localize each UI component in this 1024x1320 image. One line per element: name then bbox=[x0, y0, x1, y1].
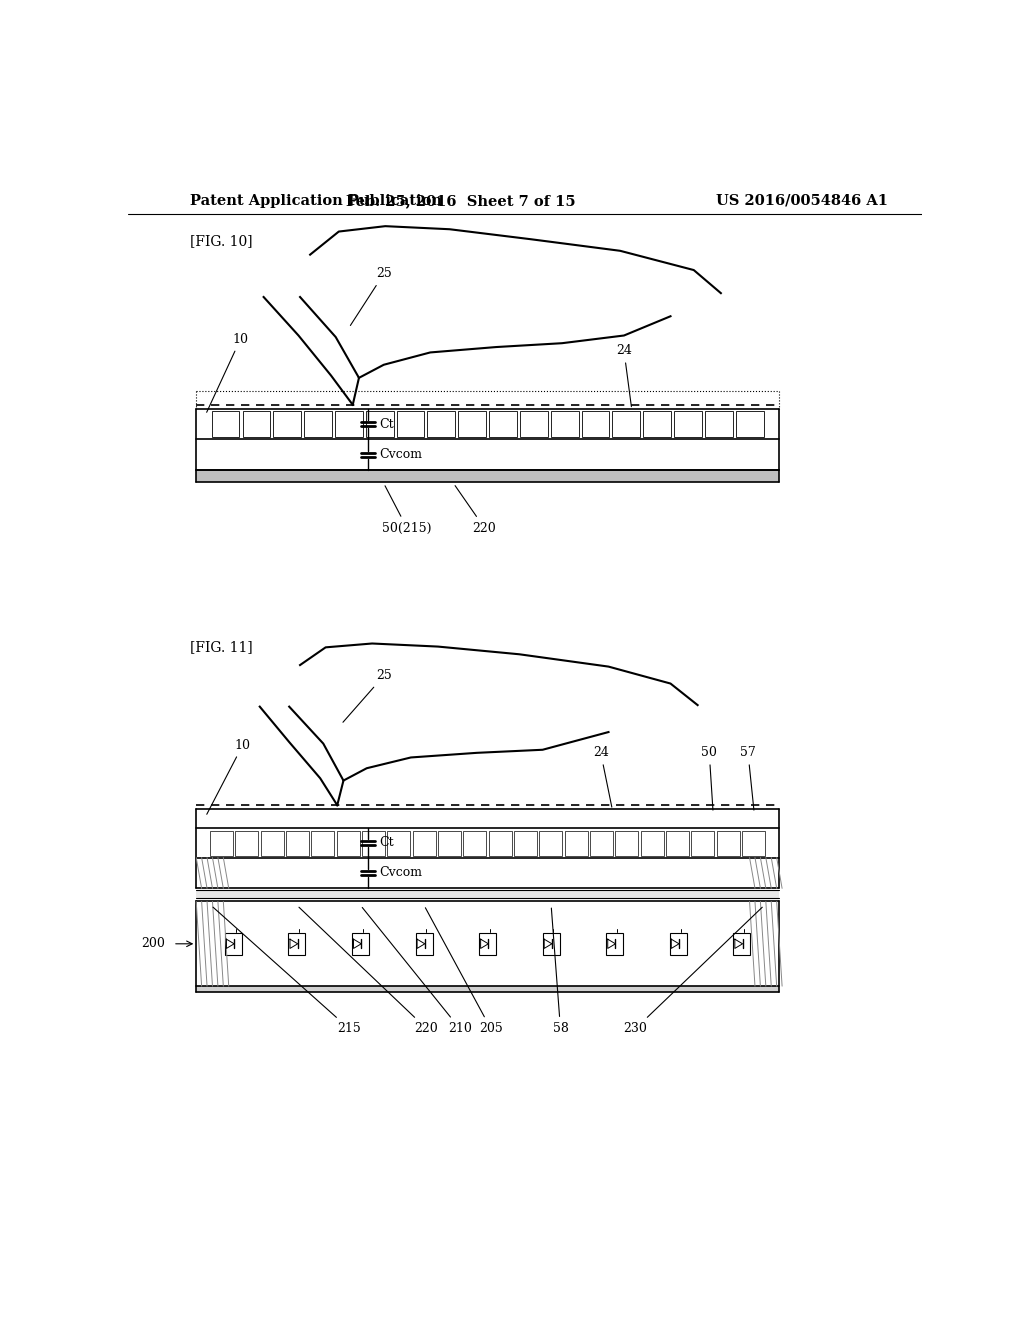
Bar bbox=[489, 411, 517, 437]
Bar bbox=[416, 933, 432, 954]
Bar bbox=[286, 830, 309, 855]
Bar bbox=[459, 411, 486, 437]
Bar bbox=[590, 830, 613, 855]
Bar bbox=[666, 830, 689, 855]
Bar bbox=[438, 830, 461, 855]
Bar bbox=[236, 830, 258, 855]
Bar bbox=[641, 830, 664, 855]
Bar bbox=[479, 933, 496, 954]
Text: 24: 24 bbox=[593, 746, 611, 807]
Text: 220: 220 bbox=[455, 486, 497, 535]
Bar bbox=[615, 830, 638, 855]
Text: 10: 10 bbox=[207, 739, 251, 814]
Text: 50(215): 50(215) bbox=[382, 486, 432, 535]
Bar bbox=[612, 411, 640, 437]
Bar bbox=[212, 411, 240, 437]
Bar bbox=[705, 411, 733, 437]
Text: US 2016/0054846 A1: US 2016/0054846 A1 bbox=[716, 194, 888, 207]
Bar bbox=[352, 933, 369, 954]
Bar bbox=[582, 411, 609, 437]
Bar bbox=[197, 986, 779, 991]
Text: 25: 25 bbox=[350, 268, 391, 326]
Bar bbox=[304, 411, 332, 437]
Bar bbox=[366, 411, 393, 437]
Bar bbox=[520, 411, 548, 437]
Bar bbox=[289, 933, 305, 954]
Bar bbox=[670, 933, 687, 954]
Text: 57: 57 bbox=[740, 746, 756, 810]
Bar bbox=[691, 830, 715, 855]
Text: 220: 220 bbox=[299, 907, 438, 1035]
Bar bbox=[427, 411, 456, 437]
Text: [FIG. 11]: [FIG. 11] bbox=[190, 640, 253, 655]
Text: 210: 210 bbox=[362, 907, 472, 1035]
Bar bbox=[514, 830, 538, 855]
Bar bbox=[225, 933, 242, 954]
Bar bbox=[565, 830, 588, 855]
Text: Cvcom: Cvcom bbox=[379, 866, 422, 879]
Bar bbox=[197, 890, 779, 898]
Bar bbox=[396, 411, 424, 437]
Bar bbox=[387, 830, 411, 855]
Text: 215: 215 bbox=[213, 907, 360, 1035]
Text: 10: 10 bbox=[207, 333, 249, 412]
Text: 200: 200 bbox=[141, 937, 165, 950]
Bar bbox=[243, 411, 270, 437]
Text: Feb. 25, 2016  Sheet 7 of 15: Feb. 25, 2016 Sheet 7 of 15 bbox=[346, 194, 577, 207]
Bar bbox=[643, 411, 671, 437]
Text: Ct: Ct bbox=[379, 417, 393, 430]
Text: Patent Application Publication: Patent Application Publication bbox=[190, 194, 442, 207]
Bar bbox=[464, 830, 486, 855]
Bar bbox=[606, 933, 624, 954]
Bar bbox=[733, 933, 751, 954]
Text: 50: 50 bbox=[701, 746, 717, 810]
Bar bbox=[413, 830, 436, 855]
Bar bbox=[337, 830, 359, 855]
Bar bbox=[674, 411, 701, 437]
Text: [FIG. 10]: [FIG. 10] bbox=[190, 235, 253, 248]
Bar bbox=[273, 411, 301, 437]
Text: 25: 25 bbox=[343, 669, 391, 722]
Bar bbox=[197, 470, 779, 482]
Bar bbox=[551, 411, 579, 437]
Text: Ct: Ct bbox=[379, 837, 393, 850]
Bar bbox=[742, 830, 765, 855]
Text: 205: 205 bbox=[425, 908, 503, 1035]
Bar bbox=[717, 830, 739, 855]
Bar bbox=[210, 830, 233, 855]
Text: 230: 230 bbox=[624, 907, 762, 1035]
Bar bbox=[311, 830, 335, 855]
Text: 24: 24 bbox=[616, 345, 632, 407]
Text: Cvcom: Cvcom bbox=[379, 449, 422, 462]
Bar bbox=[261, 830, 284, 855]
Bar bbox=[736, 411, 764, 437]
Bar bbox=[543, 933, 560, 954]
Bar bbox=[335, 411, 362, 437]
Bar bbox=[540, 830, 562, 855]
Text: 58: 58 bbox=[551, 908, 568, 1035]
Bar bbox=[488, 830, 512, 855]
Bar bbox=[362, 830, 385, 855]
